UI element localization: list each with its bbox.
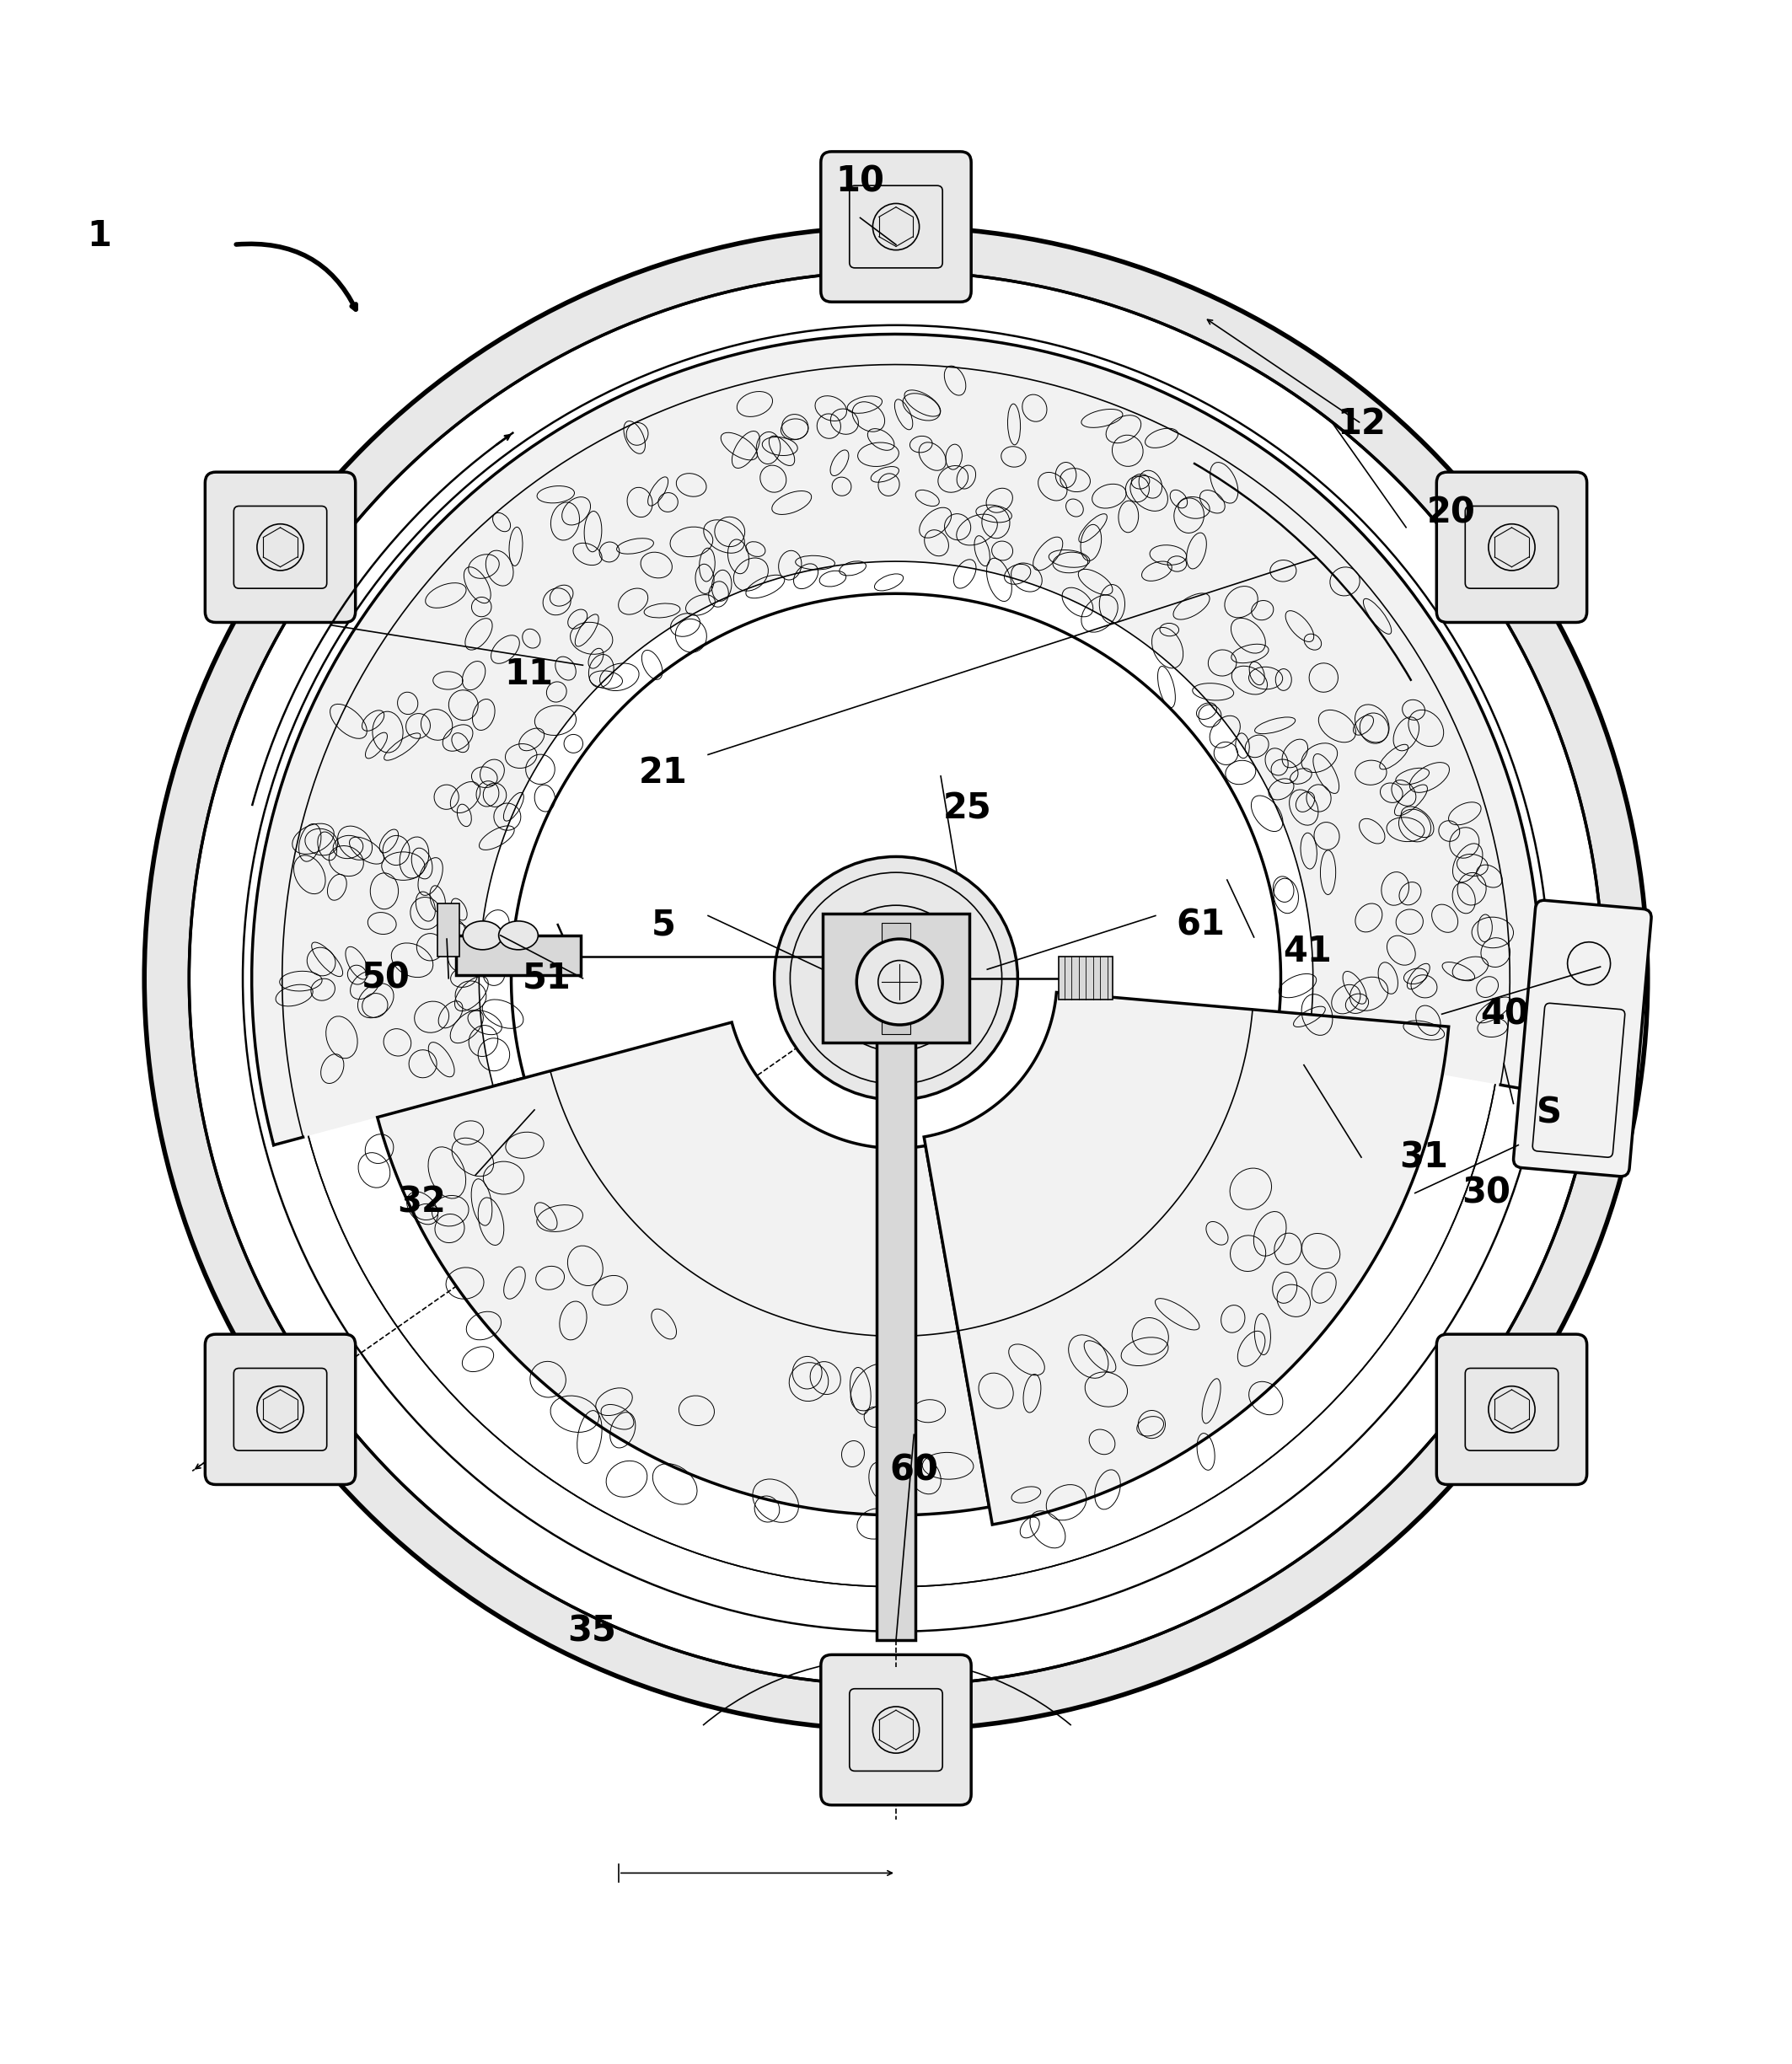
Text: 30: 30 xyxy=(1462,1174,1511,1212)
Text: 1: 1 xyxy=(88,219,111,254)
Polygon shape xyxy=(378,1022,989,1515)
Circle shape xyxy=(774,857,1018,1100)
Text: 51: 51 xyxy=(523,960,572,997)
Text: 60: 60 xyxy=(889,1453,939,1488)
Circle shape xyxy=(857,939,943,1026)
Text: S: S xyxy=(1536,1094,1563,1131)
FancyBboxPatch shape xyxy=(204,1333,355,1484)
Circle shape xyxy=(287,369,1505,1587)
Text: 5: 5 xyxy=(650,906,676,943)
Bar xyxy=(437,904,459,958)
Text: 61: 61 xyxy=(1176,906,1224,943)
Text: 31: 31 xyxy=(1400,1139,1448,1174)
FancyBboxPatch shape xyxy=(823,914,969,1042)
FancyBboxPatch shape xyxy=(1437,473,1588,623)
Text: 50: 50 xyxy=(362,960,410,997)
Bar xyxy=(455,935,581,974)
Text: 25: 25 xyxy=(943,791,993,826)
Polygon shape xyxy=(251,334,1541,1146)
Ellipse shape xyxy=(498,921,538,949)
Text: 11: 11 xyxy=(505,656,554,691)
Bar xyxy=(882,923,910,1034)
FancyBboxPatch shape xyxy=(821,151,971,301)
Text: 12: 12 xyxy=(1337,407,1385,442)
FancyBboxPatch shape xyxy=(821,1655,971,1806)
Bar xyxy=(1059,958,1113,999)
Polygon shape xyxy=(925,993,1448,1525)
FancyBboxPatch shape xyxy=(204,473,355,623)
FancyBboxPatch shape xyxy=(1514,900,1650,1176)
FancyBboxPatch shape xyxy=(1437,1333,1588,1484)
Text: 35: 35 xyxy=(568,1614,616,1649)
Polygon shape xyxy=(145,227,1647,1730)
Text: 20: 20 xyxy=(1426,495,1475,530)
Text: 32: 32 xyxy=(398,1185,446,1220)
Text: 40: 40 xyxy=(1480,997,1529,1032)
Ellipse shape xyxy=(462,921,502,949)
Text: 21: 21 xyxy=(640,755,688,791)
Text: 10: 10 xyxy=(835,165,885,200)
Text: 41: 41 xyxy=(1283,933,1331,970)
Bar xyxy=(876,1042,916,1641)
